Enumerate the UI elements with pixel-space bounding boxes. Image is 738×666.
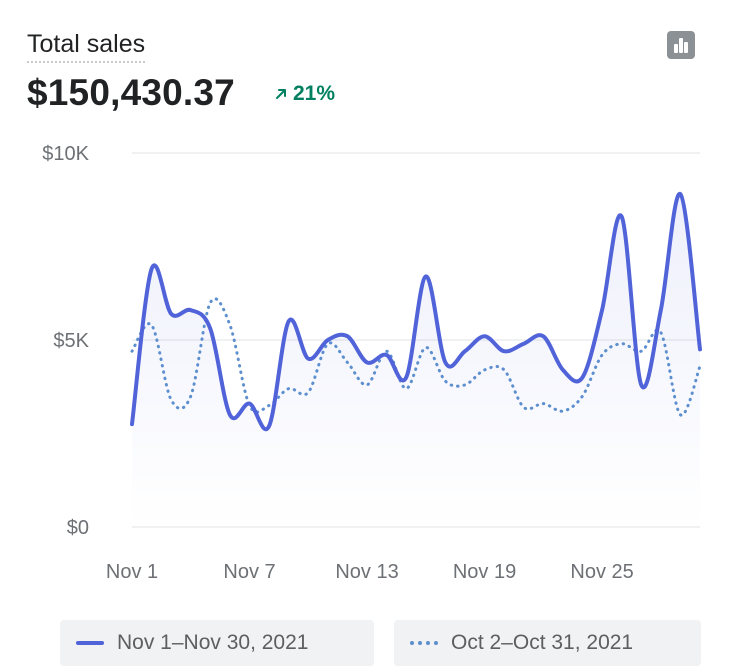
data-point[interactable] [361, 379, 373, 391]
data-point[interactable] [518, 401, 530, 413]
data-point[interactable] [224, 319, 236, 331]
series-line-comparison[interactable] [130, 297, 702, 417]
data-point[interactable] [185, 390, 197, 402]
data-point[interactable] [439, 375, 451, 387]
solid-line-swatch [76, 641, 104, 645]
legend-primary-label: Nov 1–Nov 30, 2021 [117, 631, 309, 654]
data-point[interactable] [498, 364, 510, 376]
data-point[interactable] [479, 364, 491, 376]
legend-comparison-label: Oct 2–Oct 31, 2021 [451, 631, 634, 654]
data-point[interactable] [146, 319, 158, 331]
sales-change-percent: 21% [293, 82, 336, 105]
legend-item-comparison[interactable]: Oct 2–Oct 31, 2021 [394, 620, 701, 666]
data-point[interactable] [596, 349, 608, 361]
data-point[interactable] [459, 379, 471, 391]
sales-line-chart: $0 $5K $10K Nov 1 Nov 7 Nov 13 Nov 19 Nov 25 [42, 143, 706, 583]
data-point[interactable] [674, 409, 686, 421]
legend-item-primary[interactable]: Nov 1–Nov 30, 2021 [60, 620, 374, 666]
y-tick-label: $5K [53, 330, 89, 352]
x-tick-label: Nov 7 [223, 561, 275, 583]
data-point[interactable] [694, 360, 706, 372]
sales-change-badge: 21% [275, 80, 335, 108]
x-tick-label: Nov 13 [335, 561, 398, 583]
total-sales-title[interactable]: Total sales [27, 28, 146, 63]
data-point[interactable] [204, 297, 216, 309]
series-area-fill [132, 193, 700, 527]
data-point[interactable] [165, 394, 177, 406]
data-point[interactable] [420, 341, 432, 353]
x-tick-label: Nov 1 [106, 561, 158, 583]
data-point[interactable] [400, 383, 412, 395]
x-tick-label: Nov 25 [570, 561, 633, 583]
x-tick-label: Nov 19 [453, 561, 516, 583]
data-point[interactable] [283, 383, 295, 395]
dotted-line-swatch [410, 641, 438, 645]
arrow-up-right-icon [276, 89, 286, 99]
data-point[interactable] [341, 356, 353, 368]
data-point[interactable] [537, 398, 549, 410]
series-line-current[interactable] [130, 192, 702, 432]
data-point[interactable] [576, 390, 588, 402]
y-tick-label: $10K [42, 143, 89, 165]
data-point[interactable] [557, 405, 569, 417]
data-point[interactable] [616, 338, 628, 350]
y-tick-label: $0 [67, 517, 89, 539]
bar-chart-icon[interactable] [667, 31, 695, 59]
data-point[interactable] [302, 386, 314, 398]
total-sales-value: $150,430.37 [27, 72, 235, 113]
data-point[interactable] [126, 345, 138, 357]
